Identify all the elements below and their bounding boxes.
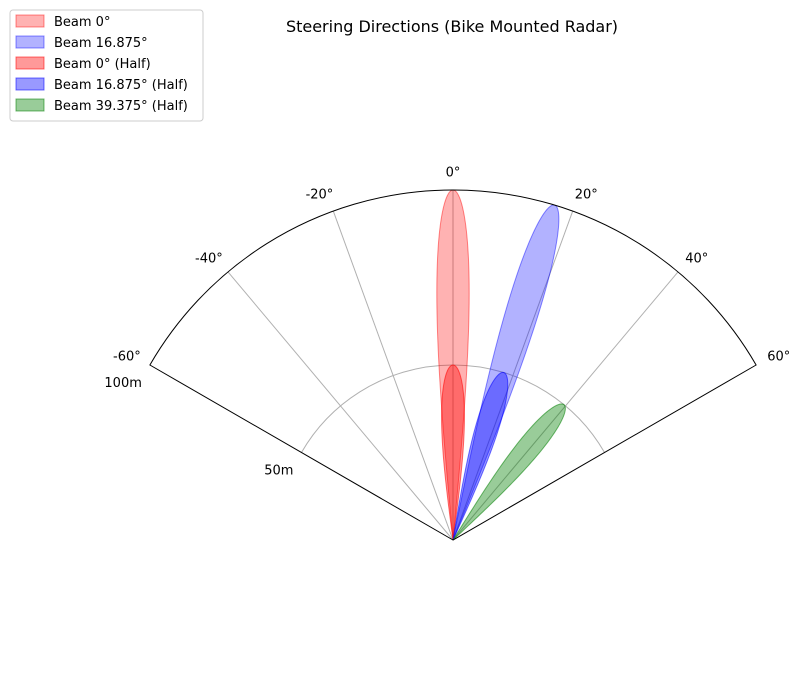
polar-frame xyxy=(149,189,757,541)
theta-tick-label: 40° xyxy=(685,251,708,266)
legend-swatch xyxy=(15,14,45,28)
beam-lobe xyxy=(452,403,566,541)
radius-tick-label: 50m xyxy=(264,464,293,479)
legend-box xyxy=(9,9,204,122)
beam-lobe xyxy=(441,364,465,541)
radius-tick-label: 100m xyxy=(104,376,141,391)
theta-tick-label: 60° xyxy=(767,349,790,364)
theta-tick-label: 20° xyxy=(575,188,598,203)
legend-label: Beam 16.875° xyxy=(54,36,148,51)
legend-label: Beam 0° (Half) xyxy=(54,57,151,72)
theta-tick-label: 0° xyxy=(446,166,461,181)
theta-tick-label: -40° xyxy=(195,251,223,266)
legend-swatch xyxy=(15,56,45,70)
beam-lobe xyxy=(452,371,509,541)
theta-tick-label: -60° xyxy=(113,349,141,364)
legend-swatch xyxy=(15,35,45,49)
legend-swatch xyxy=(15,77,45,91)
tick-labels: -60° -40° -20° 0° 20° 40° 60° 50m 100m xyxy=(104,166,790,479)
legend-label: Beam 0° xyxy=(54,15,110,30)
beam-lobes xyxy=(436,189,566,541)
legend-label: Beam 16.875° (Half) xyxy=(54,78,188,93)
theta-tick-label: -20° xyxy=(306,188,334,203)
legend-swatch xyxy=(15,98,45,112)
chart-title: Steering Directions (Bike Mounted Radar) xyxy=(286,17,618,36)
legend-label: Beam 39.375° (Half) xyxy=(54,99,188,114)
polar-outline xyxy=(149,189,757,541)
legend: Beam 0° Beam 16.875° Beam 0° (Half) Beam 16… xyxy=(9,9,204,122)
